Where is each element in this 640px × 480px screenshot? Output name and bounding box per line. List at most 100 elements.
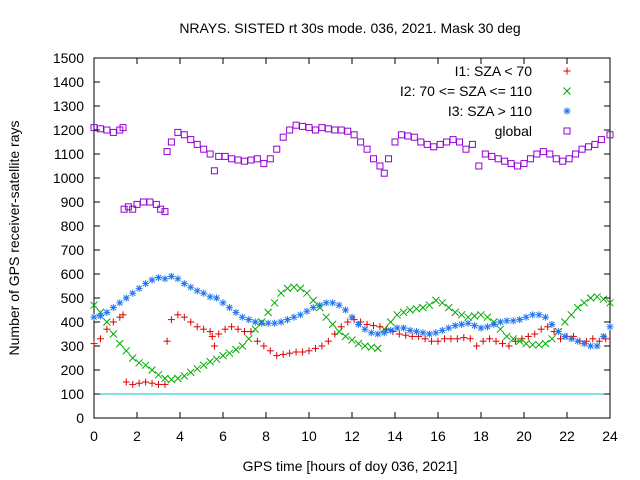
data-point	[376, 162, 384, 170]
data-point	[174, 128, 182, 136]
chart-title: NRAYS. SISTED rt 30s mode. 036, 2021. Ma…	[179, 20, 520, 36]
data-point	[573, 303, 582, 312]
data-point	[453, 335, 461, 343]
data-point	[434, 337, 442, 345]
data-point	[423, 140, 431, 148]
data-point	[357, 138, 365, 146]
data-point	[344, 127, 352, 135]
data-point	[270, 298, 279, 307]
data-point	[505, 342, 513, 350]
axis-ticks-layer	[93, 57, 611, 419]
data-point	[348, 336, 356, 344]
data-point	[163, 337, 171, 345]
data-point	[499, 340, 506, 348]
y-tick-label: 500	[61, 290, 85, 306]
data-point	[539, 148, 547, 156]
data-point	[225, 349, 234, 358]
series-3	[90, 121, 614, 216]
data-point	[393, 310, 402, 319]
data-point	[96, 125, 104, 133]
data-point	[187, 318, 195, 326]
data-point	[406, 306, 414, 314]
data-point	[380, 325, 389, 334]
data-point	[443, 138, 451, 146]
series-2	[90, 272, 614, 350]
data-point	[580, 298, 589, 307]
data-point	[331, 126, 339, 134]
data-point	[284, 316, 291, 324]
data-point	[464, 313, 472, 322]
data-point	[370, 155, 377, 163]
data-point	[438, 298, 447, 307]
data-point	[449, 136, 457, 144]
data-point	[124, 203, 132, 211]
data-point	[425, 301, 434, 310]
y-tick-label: 1500	[53, 50, 84, 66]
data-point	[533, 150, 541, 158]
data-point	[277, 318, 285, 326]
data-point	[509, 334, 518, 343]
data-point	[606, 298, 614, 307]
data-point	[318, 124, 326, 132]
data-point	[305, 347, 313, 355]
data-point	[492, 337, 500, 345]
plot-frame	[93, 57, 611, 419]
data-point	[593, 342, 601, 350]
data-point	[290, 313, 298, 321]
data-point	[501, 157, 509, 165]
data-point	[200, 289, 208, 297]
data-point	[215, 330, 223, 338]
data-point	[292, 348, 300, 356]
data-point	[206, 150, 214, 158]
data-point	[387, 326, 395, 334]
data-point	[161, 380, 169, 388]
y-tick-label: 1400	[53, 74, 84, 90]
y-tick-label: 100	[61, 386, 85, 402]
data-point	[187, 136, 195, 144]
y-axis-title: Number of GPS receiver-satellite rays	[6, 121, 22, 356]
data-point	[232, 308, 240, 316]
data-point	[322, 299, 330, 307]
data-point	[477, 324, 485, 332]
data-point	[221, 325, 229, 333]
data-point	[597, 136, 605, 144]
x-tick-label: 8	[262, 428, 270, 444]
data-point	[286, 126, 294, 134]
data-point	[451, 308, 460, 317]
data-point	[210, 167, 218, 175]
data-point	[96, 312, 104, 320]
x-tick-label: 14	[387, 428, 403, 444]
x-tick-label: 22	[559, 428, 575, 444]
legend-label: I2: 70 <= SZA <= 110	[400, 83, 532, 99]
data-point	[311, 344, 319, 352]
data-point	[180, 131, 188, 139]
data-point	[457, 310, 466, 319]
data-point	[271, 319, 279, 327]
data-point	[529, 311, 537, 319]
x-tick-label: 12	[344, 428, 360, 444]
data-point	[146, 198, 154, 206]
data-point	[354, 339, 363, 348]
legend-marker	[563, 127, 571, 135]
data-point	[404, 132, 412, 140]
data-point	[206, 293, 214, 301]
data-point	[225, 304, 233, 312]
data-point	[483, 313, 492, 322]
x-tick-labels: 0 2 4 6 8 10 12 14 16 18 20 22 24	[90, 428, 618, 444]
data-point	[431, 296, 440, 305]
data-point	[361, 342, 369, 350]
data-point	[412, 304, 421, 313]
data-point	[578, 145, 586, 153]
data-point	[451, 322, 459, 330]
data-point	[591, 140, 599, 148]
data-point	[373, 344, 382, 353]
data-point	[606, 323, 614, 331]
data-point	[212, 355, 221, 364]
data-point	[116, 299, 124, 307]
legend-label: I1: SZA < 70	[455, 63, 533, 79]
data-point	[180, 280, 188, 288]
data-point	[348, 313, 356, 321]
data-point	[273, 145, 281, 153]
data-point	[410, 133, 418, 141]
data-point	[600, 332, 608, 340]
